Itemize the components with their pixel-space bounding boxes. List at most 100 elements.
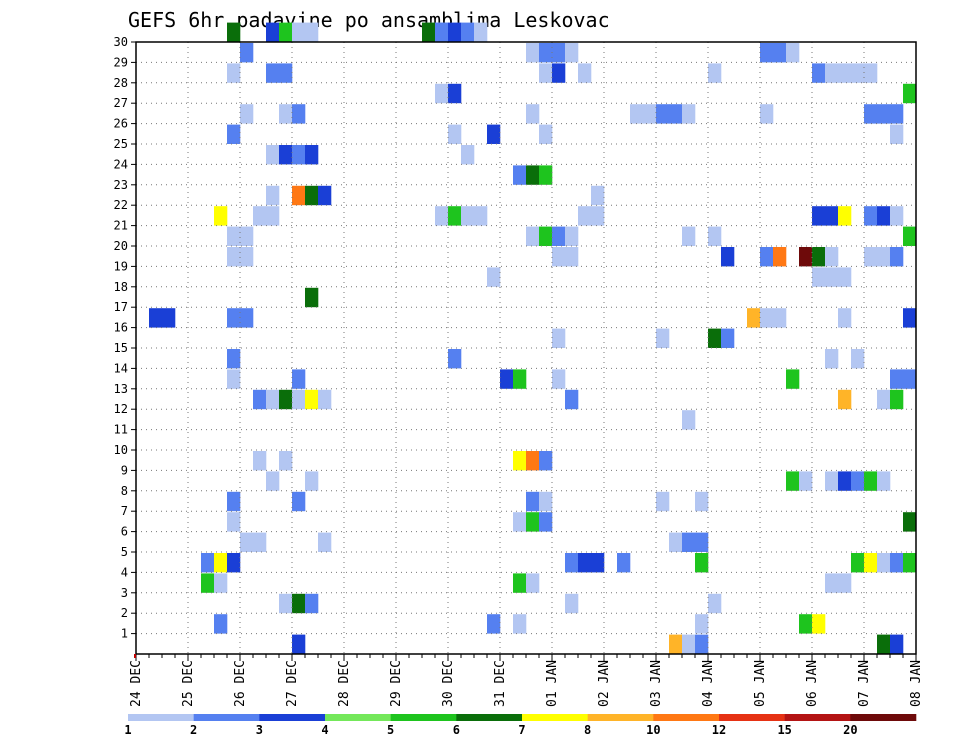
y-tick-label: 2 bbox=[121, 606, 128, 620]
legend-swatch bbox=[456, 714, 523, 721]
heatmap-cell bbox=[890, 553, 904, 573]
heatmap-cell bbox=[539, 43, 553, 63]
legend-label: 5 bbox=[387, 723, 394, 737]
heatmap-cell bbox=[318, 532, 332, 552]
heatmap-cell bbox=[552, 63, 566, 83]
heatmap-cell bbox=[799, 247, 813, 267]
heatmap-cell bbox=[513, 573, 527, 593]
heatmap-cell bbox=[435, 83, 449, 104]
heatmap-cell bbox=[838, 206, 852, 226]
heatmap-cell bbox=[149, 308, 163, 328]
heatmap-cell bbox=[266, 22, 280, 42]
legend-label: 2 bbox=[190, 723, 197, 737]
heatmap-cell bbox=[292, 634, 306, 654]
heatmap-cell bbox=[565, 389, 579, 410]
y-tick-label: 29 bbox=[114, 55, 128, 69]
heatmap-cell bbox=[240, 104, 254, 124]
heatmap-cell bbox=[695, 553, 709, 573]
heatmap-cell bbox=[227, 491, 241, 512]
heatmap-cell bbox=[825, 63, 839, 83]
heatmap-cell bbox=[305, 471, 319, 491]
y-tick-label: 18 bbox=[114, 280, 128, 294]
heatmap-cell bbox=[513, 165, 527, 185]
heatmap-cell bbox=[448, 83, 462, 104]
heatmap-cell bbox=[279, 451, 293, 471]
legend-swatch bbox=[587, 714, 654, 721]
heatmap-cell bbox=[656, 104, 670, 124]
heatmap-cell bbox=[864, 104, 878, 124]
heatmap-cell bbox=[266, 471, 280, 491]
heatmap-cell bbox=[565, 43, 579, 63]
heatmap-cell bbox=[825, 471, 839, 491]
heatmap-cell bbox=[812, 63, 826, 83]
heatmap-cell bbox=[305, 145, 319, 165]
heatmap-cell bbox=[773, 43, 787, 63]
heatmap-cell bbox=[695, 491, 709, 512]
heatmap-cell bbox=[552, 369, 566, 389]
x-tick-label: 06 JAN bbox=[805, 660, 820, 707]
heatmap-cell bbox=[474, 22, 488, 42]
heatmap-cell bbox=[227, 308, 241, 328]
legend-label: 8 bbox=[584, 723, 591, 737]
heatmap-cell bbox=[760, 308, 774, 328]
heatmap-cell bbox=[877, 206, 891, 226]
legend-label: 1 bbox=[124, 723, 131, 737]
heatmap-cell bbox=[864, 247, 878, 267]
heatmap-cell bbox=[565, 247, 579, 267]
heatmap-cell bbox=[227, 553, 241, 573]
heatmap-cell bbox=[851, 349, 865, 369]
heatmap-cell bbox=[838, 389, 852, 410]
heatmap-cell bbox=[591, 206, 605, 226]
heatmap-cell bbox=[864, 206, 878, 226]
legend-swatch bbox=[522, 714, 588, 721]
heatmap-cell bbox=[305, 287, 319, 308]
x-tick-label: 07 JAN bbox=[857, 660, 872, 707]
heatmap-cell bbox=[890, 104, 904, 124]
heatmap-cell bbox=[890, 247, 904, 267]
heatmap-cell bbox=[825, 573, 839, 593]
heatmap-cell bbox=[578, 63, 592, 83]
heatmap-cell bbox=[864, 471, 878, 491]
heatmap-cell bbox=[773, 247, 787, 267]
heatmap-cell bbox=[526, 43, 540, 63]
heatmap-cell bbox=[526, 512, 540, 532]
heatmap-cell bbox=[487, 267, 501, 287]
heatmap-cell bbox=[903, 512, 917, 532]
heatmap-cell bbox=[539, 226, 553, 246]
heatmap-cell bbox=[526, 451, 540, 471]
x-axis: 24 DEC 25 DEC 26 DEC 27 DEC 28 DEC 29 DEC 30 D… bbox=[129, 654, 924, 707]
legend-swatch bbox=[784, 714, 851, 721]
heatmap-cell bbox=[669, 104, 683, 124]
heatmap-cell bbox=[292, 369, 306, 389]
heatmap-cell bbox=[747, 308, 761, 328]
legend-swatch bbox=[390, 714, 457, 721]
heatmap-cell bbox=[838, 308, 852, 328]
heatmap-cell bbox=[292, 491, 306, 512]
legend-swatch bbox=[259, 714, 326, 721]
heatmap-cell bbox=[526, 226, 540, 246]
heatmap-cell bbox=[721, 247, 735, 267]
heatmap-cell bbox=[227, 349, 241, 369]
heatmap-cell bbox=[877, 104, 891, 124]
x-tick-label: 27 DEC bbox=[285, 660, 300, 707]
heatmap-cell bbox=[526, 104, 540, 124]
heatmap-cell bbox=[292, 104, 306, 124]
heatmap-cell bbox=[240, 247, 254, 267]
legend-label: 6 bbox=[453, 723, 460, 737]
heatmap-cell bbox=[266, 145, 280, 165]
legend-label: 15 bbox=[777, 723, 791, 737]
y-tick-label: 7 bbox=[121, 504, 128, 518]
heatmap-cell bbox=[552, 247, 566, 267]
heatmap-cell bbox=[825, 206, 839, 226]
heatmap-cell bbox=[890, 206, 904, 226]
heatmap-cell bbox=[903, 308, 917, 328]
heatmap-cell bbox=[851, 553, 865, 573]
heatmap-cell bbox=[578, 206, 592, 226]
heatmap-cell bbox=[890, 634, 904, 654]
heatmap-cell bbox=[825, 247, 839, 267]
y-tick-label: 6 bbox=[121, 525, 128, 539]
heatmap-cell bbox=[227, 124, 241, 144]
heatmap-cell bbox=[435, 206, 449, 226]
x-tick-label: 04 JAN bbox=[701, 660, 716, 707]
